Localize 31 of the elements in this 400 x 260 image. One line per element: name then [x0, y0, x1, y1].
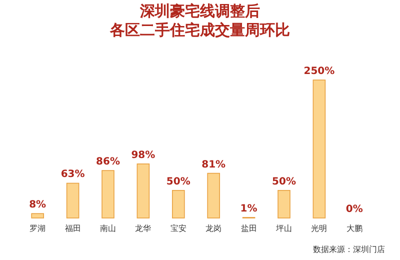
x-tick-label: 大鹏: [346, 224, 362, 233]
source-note: 数据来源：深圳门店: [313, 245, 385, 254]
bar: [66, 182, 80, 218]
x-tick-label: 南山: [100, 224, 116, 233]
data-label: 98%: [131, 150, 156, 161]
x-tick-label: 盐田: [240, 224, 257, 233]
bar: [312, 80, 326, 218]
data-label: 250%: [304, 66, 335, 77]
data-label: 86%: [96, 156, 120, 168]
x-tick-label: 福田: [64, 224, 81, 233]
x-tick-label: 光明: [311, 224, 328, 233]
bar: [102, 170, 114, 218]
chart-title: 深圳豪宅线调整后: [139, 2, 260, 20]
x-tick-label: 龙岗: [206, 224, 222, 233]
bar: [172, 190, 185, 218]
bar: [136, 164, 150, 218]
bar: [207, 172, 220, 218]
data-label: 63%: [60, 169, 85, 180]
data-label: 0%: [346, 204, 363, 215]
x-tick-label: 罗湖: [30, 224, 46, 233]
data-label: 50%: [272, 176, 296, 188]
x-tick-label: 坪山: [275, 224, 292, 233]
chart-subtitle: 各区二手住宅成交量周环比: [109, 21, 290, 39]
data-label: 81%: [202, 159, 226, 170]
bar: [31, 213, 44, 218]
data-label: 8%: [29, 200, 46, 211]
x-tick-label: 宝安: [170, 224, 186, 233]
x-tick-label: 龙华: [135, 224, 152, 233]
bar: [278, 190, 290, 218]
data-label: 1%: [240, 203, 258, 214]
data-label: 50%: [166, 176, 190, 188]
